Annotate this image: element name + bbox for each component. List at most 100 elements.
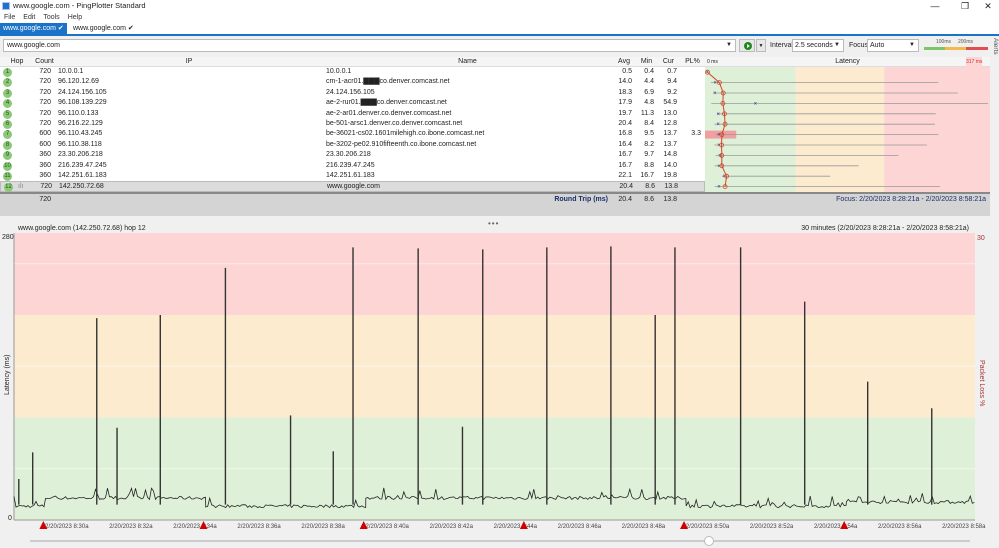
menu-file[interactable]: File xyxy=(4,14,16,21)
name-cell: be-3202-pe02.910fifteenth.co.ibone.comca… xyxy=(326,140,477,148)
y2-top-label: 30 xyxy=(977,235,985,242)
focus-range: Focus: 2/20/2023 8:28:21a - 2/20/2023 8:… xyxy=(836,196,986,203)
summary-count: 720 xyxy=(39,196,51,203)
col-avg[interactable]: Avg xyxy=(618,58,630,65)
col-min[interactable]: Min xyxy=(640,58,653,65)
col-name[interactable]: Name xyxy=(458,58,477,65)
time-slider-track[interactable] xyxy=(30,540,970,542)
alert-marker-icon xyxy=(680,521,689,529)
latency-trace xyxy=(13,486,975,509)
graph-icon[interactable]: ılı xyxy=(18,183,24,191)
x-tick-label: 2/20/2023 8:32a xyxy=(109,524,153,530)
time-slider-thumb[interactable] xyxy=(704,536,714,546)
tab-google-1[interactable]: www.google.com ✔ xyxy=(0,23,67,35)
restore-button[interactable]: ❐ xyxy=(960,1,970,11)
avg-latency-marker xyxy=(722,184,728,189)
chevron-down-icon[interactable]: ▼ xyxy=(726,42,732,48)
table-row[interactable]: 4 720 96.108.139.229 ae-2-rur01.▇▇▇co.den… xyxy=(0,98,705,109)
min-cell: 8.8 xyxy=(644,161,654,169)
table-row[interactable]: 3 720 24.124.156.105 24.124.156.105 18.3 … xyxy=(0,87,705,99)
count-cell: 720 xyxy=(39,78,51,86)
avg-latency-marker xyxy=(720,90,726,96)
name-cell: 216.239.47.245 xyxy=(326,161,375,169)
min-cell: 11.3 xyxy=(640,109,654,117)
splitter-handle[interactable]: ••• xyxy=(488,219,500,228)
latency-band xyxy=(14,233,975,315)
chevron-down-icon: ▼ xyxy=(909,42,915,48)
interval-select[interactable]: 2.5 seconds ▼ xyxy=(792,39,844,52)
current-latency-marker: × xyxy=(717,133,721,139)
chart-plot[interactable]: 2/20/2023 8:30a 2/20/2023 8:32a 2/20/2023 … xyxy=(0,225,999,540)
ip-cell: 96.110.38.118 xyxy=(58,140,102,148)
window-title: www.google.com - PingPlotter Standard xyxy=(13,1,146,10)
ip-cell: 24.124.156.105 xyxy=(58,88,107,96)
count-cell: 360 xyxy=(39,161,51,169)
col-cur[interactable]: Cur xyxy=(662,58,675,65)
current-latency-marker: × xyxy=(717,143,721,149)
table-row[interactable]: 12 ılı 720 142.250.72.68 www.google.com 20… xyxy=(0,181,705,193)
table-row[interactable]: 8 600 96.110.38.118 be-3202-pe02.910fifte… xyxy=(0,139,705,151)
hop-status-icon: 8 xyxy=(3,140,12,150)
alerts-panel-tab[interactable]: Alerts xyxy=(992,38,999,55)
summary-avg: 20.4 xyxy=(618,196,632,203)
col-pl[interactable]: PL% xyxy=(685,58,700,65)
legend-red xyxy=(966,47,988,50)
chart-range[interactable]: 30 minutes (2/20/2023 8:28:21a - 2/20/20… xyxy=(801,225,969,232)
col-ip[interactable]: IP xyxy=(185,58,193,65)
avg-latency-marker xyxy=(719,163,725,169)
count-cell: 720 xyxy=(39,120,51,127)
x-tick-label: 2/20/2023 8:34a xyxy=(173,524,217,530)
table-row[interactable]: 6 720 96.216.22.129 be-501-arsc1.denver.c… xyxy=(0,119,705,130)
table-row[interactable]: 2 720 96.120.12.69 cm-1-acr01.▇▇▇co.denve… xyxy=(0,77,705,88)
table-row[interactable]: 10 360 216.239.47.245 216.239.47.245 16.7… xyxy=(0,160,705,171)
start-options-button[interactable]: ▼ xyxy=(756,39,766,52)
menu-help[interactable]: Help xyxy=(67,14,83,21)
min-cell: 6.9 xyxy=(644,88,654,96)
count-cell: 720 xyxy=(39,68,51,75)
target-input[interactable]: www.google.com ▼ xyxy=(3,39,736,52)
min-cell: 4.4 xyxy=(644,78,654,86)
current-latency-marker: × xyxy=(706,70,710,76)
close-button[interactable]: ✕ xyxy=(984,1,992,11)
ip-cell: 216.239.47.245 xyxy=(58,161,107,169)
ip-cell: 96.108.139.229 xyxy=(58,99,107,107)
minimize-button[interactable]: — xyxy=(930,1,940,11)
table-row[interactable]: 5 720 96.110.0.133 ae-2-ar01.denver.co.de… xyxy=(0,108,705,119)
avg-cell: 17.9 xyxy=(618,99,632,107)
x-tick-label: 2/20/2023 8:42a xyxy=(430,524,474,530)
start-button[interactable] xyxy=(739,39,755,52)
name-cell: 10.0.0.1 xyxy=(326,68,352,75)
count-cell: 720 xyxy=(39,88,51,96)
name-cell: ae-2-ar01.denver.co.denver.comcast.net xyxy=(326,109,452,117)
hop-status-icon: 6 xyxy=(3,120,12,129)
play-triangle xyxy=(747,44,750,48)
hop-status-icon: 7 xyxy=(3,130,12,140)
ip-cell: 96.216.22.129 xyxy=(58,120,103,127)
name-cell: 142.251.61.183 xyxy=(326,172,375,179)
interval-value: 2.5 seconds xyxy=(795,42,833,49)
table-row[interactable]: 9 360 23.30.206.218 23.30.206.218 16.7 9.… xyxy=(0,150,705,161)
col-count[interactable]: Count xyxy=(35,58,54,65)
hop-status-icon: 1 xyxy=(3,68,12,77)
table-row[interactable]: 11 360 142.251.61.183 142.251.61.183 22.1… xyxy=(0,171,705,182)
avg-cell: 16.8 xyxy=(618,130,632,138)
table-row[interactable]: 7 600 96.110.43.245 be-36021-cs02.1601mil… xyxy=(0,129,705,140)
latency-band-yellow xyxy=(795,67,885,192)
hop-status-icon: 2 xyxy=(3,78,12,88)
col-hop[interactable]: Hop xyxy=(10,58,24,65)
current-latency-marker: × xyxy=(717,164,721,170)
x-tick-label: 2/20/2023 8:46a xyxy=(558,524,602,530)
avg-cell: 16.7 xyxy=(618,161,632,169)
latency-band-green xyxy=(705,67,796,192)
avg-cell: 0.5 xyxy=(622,68,632,75)
name-cell: ae-2-rur01.▇▇▇co.denver.comcast.net xyxy=(326,99,447,107)
tab-google-2[interactable]: www.google.com ✔ xyxy=(73,25,134,32)
ip-cell: 96.110.0.133 xyxy=(58,109,99,117)
menu-edit[interactable]: Edit xyxy=(23,14,36,21)
min-cell: 8.2 xyxy=(644,140,654,148)
menu-tools[interactable]: Tools xyxy=(43,14,60,21)
focus-select[interactable]: Auto ▼ xyxy=(867,39,919,52)
col-latency[interactable]: Latency xyxy=(835,58,860,65)
table-row[interactable]: 1 720 10.0.0.1 10.0.0.1 0.5 0.4 0.7 xyxy=(0,67,705,78)
pl-cell: 3.3 xyxy=(691,130,701,138)
